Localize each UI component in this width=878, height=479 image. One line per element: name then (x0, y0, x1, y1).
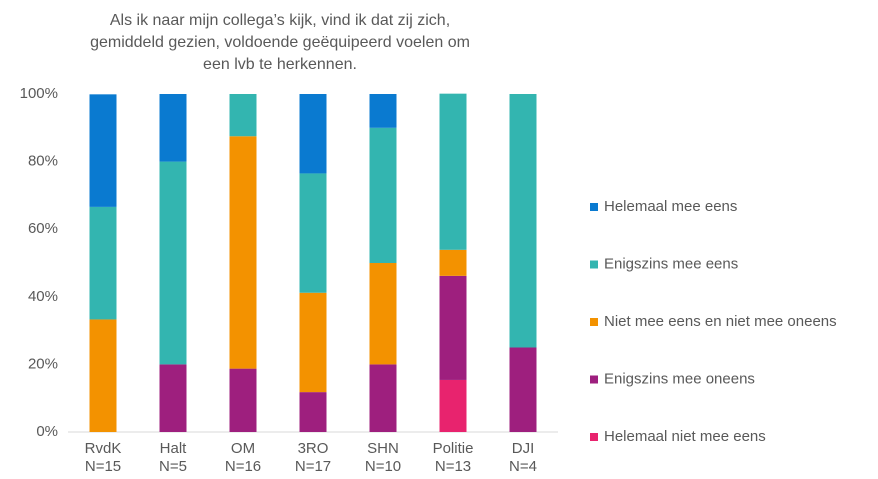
y-tick-label: 60% (28, 220, 58, 237)
y-tick-label: 80% (28, 153, 58, 170)
bar-segment (509, 347, 537, 432)
bar-segment (229, 136, 257, 369)
legend-swatch (590, 375, 598, 384)
bar-segment (159, 94, 187, 162)
x-tick-label: OM N=16 (224, 440, 262, 475)
y-tick-label: 20% (28, 355, 58, 372)
bar-segment (159, 161, 187, 365)
x-tick-label: Halt N=5 (159, 440, 187, 475)
bar-segment (299, 392, 327, 432)
bar-segment (369, 94, 397, 128)
bar-segment (369, 364, 397, 432)
legend-swatch (590, 318, 598, 326)
legend-label: Enigszins mee eens (604, 255, 738, 272)
y-tick-label: 100% (20, 85, 58, 102)
bar-segment (89, 94, 117, 207)
y-tick-label: 0% (36, 423, 58, 440)
chart-title: Als ik naar mijn collega’s kijk, vind ik… (90, 12, 470, 73)
legend-swatch (590, 203, 598, 211)
legend-label: Helemaal niet mee eens (604, 428, 766, 445)
bar-segment (89, 319, 117, 432)
bar-segment (439, 275, 467, 380)
bar-segment (369, 263, 397, 365)
legend-label: Enigszins mee oneens (604, 370, 755, 387)
legend-swatch (590, 433, 598, 441)
x-tick-label: DJI N=4 (509, 440, 537, 475)
bar-segment (89, 206, 117, 320)
x-tick-label: SHN N=10 (364, 440, 402, 475)
y-tick-label: 40% (28, 288, 58, 305)
bar-segment (229, 94, 257, 137)
bar-segment (159, 364, 187, 432)
bar-segment (229, 368, 257, 432)
bar-segment (299, 94, 327, 174)
bar-segment (299, 173, 327, 293)
bar-segment (369, 127, 397, 263)
legend-label: Helemaal mee eens (604, 198, 737, 215)
x-tick-label: RvdK N=15 (84, 440, 122, 475)
bar-segment (509, 94, 537, 348)
x-tick-label: 3RO N=17 (294, 440, 332, 475)
bar-segment (299, 292, 327, 393)
legend-swatch (590, 260, 598, 269)
bar-segment (439, 249, 467, 276)
bar-segment (439, 379, 467, 432)
bar-segment (439, 93, 467, 250)
legend-label: Niet mee eens en niet mee oneens (604, 313, 837, 330)
x-tick-label: Politie N=13 (432, 440, 474, 475)
